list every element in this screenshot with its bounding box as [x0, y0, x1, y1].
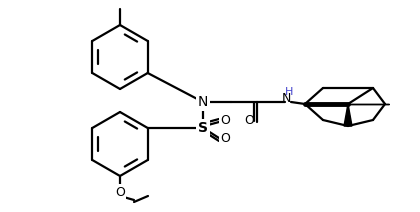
Text: H: H [285, 87, 293, 97]
Text: O: O [220, 114, 230, 127]
Text: O: O [115, 186, 125, 198]
Text: O: O [220, 132, 230, 145]
Text: N: N [198, 95, 208, 109]
Text: N: N [281, 92, 291, 105]
Polygon shape [344, 104, 352, 126]
Text: S: S [198, 121, 208, 135]
Text: O: O [244, 114, 254, 127]
